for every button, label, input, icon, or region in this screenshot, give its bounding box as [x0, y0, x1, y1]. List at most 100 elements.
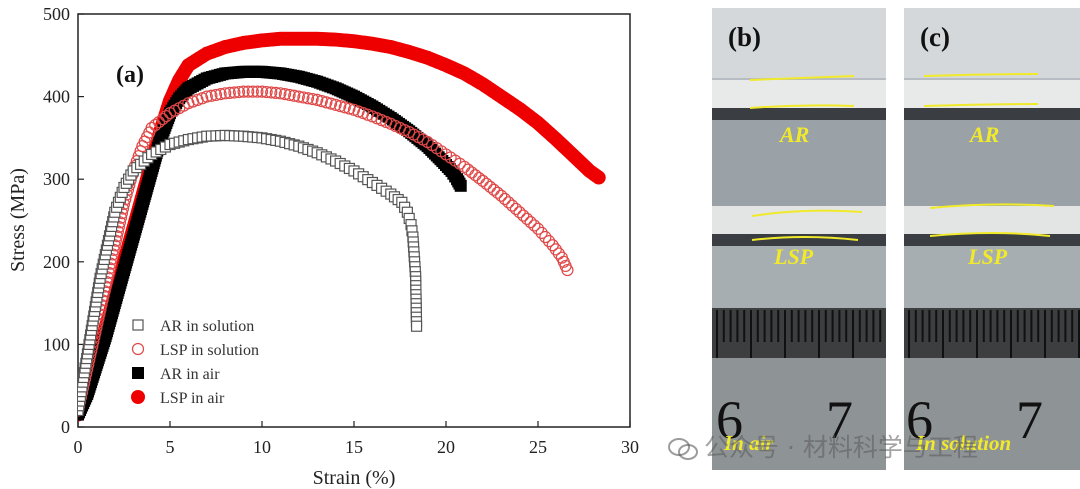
data-point	[454, 179, 467, 192]
legend-label: LSP in air	[160, 390, 225, 407]
chart-legend: AR in solution LSP in solution AR in air LS…	[131, 318, 259, 407]
y-tick-label: 400	[43, 87, 70, 107]
data-point	[237, 85, 250, 98]
ruler-tick	[797, 310, 800, 342]
data-point	[465, 166, 478, 179]
legend-label: LSP in solution	[160, 342, 259, 359]
x-tick-label: 20	[437, 437, 455, 457]
legend-item: AR in solution	[132, 318, 254, 335]
ruler-tick	[1037, 310, 1040, 342]
y-tick-label: 300	[43, 169, 70, 189]
specimen-label-ar: AR	[970, 122, 1000, 147]
ruler-tick	[838, 310, 841, 342]
ruler-tick	[763, 310, 766, 342]
data-point	[484, 180, 497, 193]
data-point	[320, 96, 333, 109]
data-point	[334, 99, 347, 113]
data-point	[491, 186, 504, 199]
watermark: 公众号 · 材料科学与工程	[668, 428, 978, 464]
data-point	[591, 170, 606, 185]
x-tick-label: 15	[345, 437, 363, 457]
series-filled-square	[78, 65, 467, 421]
ruler-ticks	[716, 310, 882, 358]
data-point	[546, 239, 559, 252]
data-point	[549, 243, 562, 256]
ruler-tick	[955, 310, 958, 342]
ruler-tick	[879, 310, 882, 342]
ruler-tick	[928, 310, 931, 342]
data-point	[246, 85, 259, 98]
panel-label-a: (a)	[116, 62, 144, 88]
ruler-tick	[914, 310, 917, 342]
data-point	[288, 89, 301, 102]
legend-label: AR in air	[160, 366, 220, 383]
ruler-tick	[872, 310, 875, 342]
ruler-number-6: 6	[716, 390, 743, 450]
chart-series-layer	[78, 31, 606, 422]
data-point	[145, 121, 158, 135]
data-point	[306, 92, 319, 106]
ruler-tick	[1010, 310, 1012, 358]
ruler-tick	[1064, 310, 1067, 342]
ruler-tick	[948, 310, 951, 342]
x-tick-label: 0	[74, 437, 83, 457]
data-point	[517, 209, 530, 222]
ruler-tick	[845, 310, 848, 342]
data-point	[311, 93, 324, 107]
ruler-number-7: 7	[1016, 390, 1043, 450]
x-tick-label: 10	[253, 437, 271, 457]
data-point	[561, 263, 574, 277]
data-point	[509, 202, 523, 216]
panel-label-c: (c)	[920, 22, 950, 52]
data-point	[152, 115, 166, 129]
ruler-tick	[818, 310, 820, 358]
data-point	[131, 342, 145, 356]
data-point	[520, 212, 534, 225]
x-axis-title: Strain (%)	[313, 467, 396, 489]
specimen-photo-b: 6 7	[712, 8, 886, 470]
ruler-tick	[1030, 310, 1033, 342]
data-point	[315, 95, 328, 108]
data-point	[219, 87, 232, 100]
ruler-number-7: 7	[826, 390, 853, 450]
photo-panel-b: 6 7 (b) AR LSP In air	[712, 8, 886, 470]
data-point	[242, 85, 255, 98]
ruler-tick	[784, 310, 786, 358]
data-point	[251, 85, 264, 98]
legend-item: AR in air	[132, 366, 220, 383]
ruler-tick	[1057, 310, 1060, 342]
specimen-photo-c: 6 7	[904, 8, 1080, 470]
environment-label: In solution	[916, 431, 1012, 455]
ruler-tick	[989, 310, 992, 342]
ruler-tick	[908, 310, 910, 358]
specimen-label-lsp: LSP	[774, 244, 814, 269]
data-point	[498, 192, 511, 206]
series-open-square	[78, 129, 423, 417]
data-point	[160, 109, 173, 123]
y-tick-label: 500	[43, 4, 70, 24]
ruler-tick	[982, 310, 985, 342]
data-point	[209, 88, 223, 102]
ruler-tick	[729, 310, 732, 342]
ruler-tick	[722, 310, 725, 342]
data-point	[132, 319, 144, 331]
photo-panel-c: 6 7 (c) AR LSP In solution	[904, 8, 1080, 470]
data-point	[338, 101, 351, 114]
ruler-tick	[790, 310, 793, 342]
data-point	[232, 85, 246, 99]
data-point	[292, 90, 305, 103]
y-axis-title: Stress (MPa)	[7, 168, 29, 272]
data-point	[278, 88, 292, 101]
data-point	[513, 206, 526, 219]
ruler-ticks	[908, 310, 1080, 358]
ruler-tick	[935, 310, 938, 342]
environment-label: In air	[724, 431, 774, 455]
data-point	[149, 118, 162, 132]
specimen-label-ar: AR	[780, 122, 810, 147]
ruler-tick	[750, 310, 752, 358]
data-point	[343, 102, 356, 115]
data-point	[535, 226, 548, 239]
data-point	[410, 320, 423, 332]
ruler-tick	[811, 310, 814, 342]
